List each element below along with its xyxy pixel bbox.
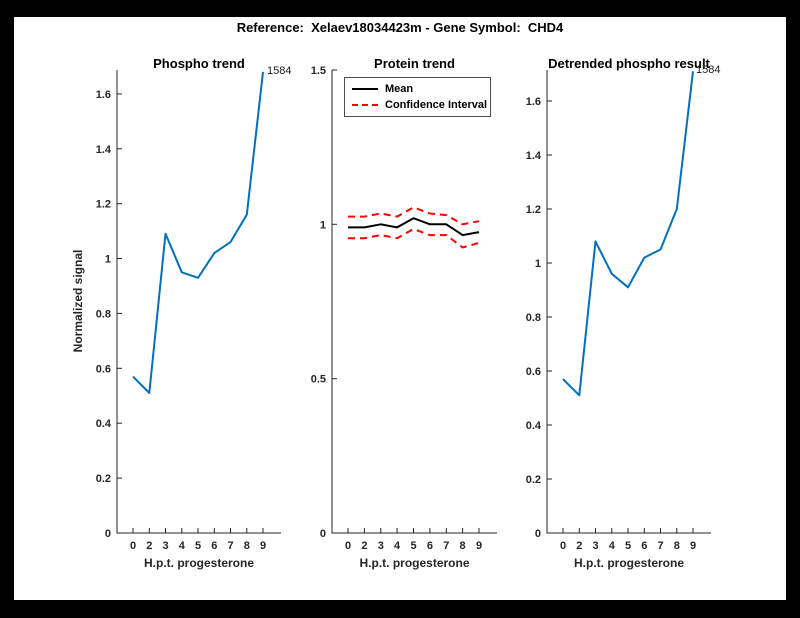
series-ci-upper — [348, 206, 480, 226]
x-tick-label: 8 — [244, 540, 250, 552]
y-tick-label: 0.6 — [96, 363, 111, 375]
legend-label-mean: Mean — [385, 83, 414, 96]
axis-spines — [116, 70, 281, 534]
x-tick-label: 6 — [427, 540, 433, 552]
y-tick-label: 0 — [105, 528, 111, 540]
y-tick-label: 1 — [535, 258, 541, 270]
x-tick-label: 3 — [592, 540, 598, 552]
y-tick-label: 0.4 — [526, 420, 542, 432]
x-axis-label-1: H.p.t. progesterone — [143, 556, 254, 570]
legend-row-confidence-interval: Confidence Interval — [352, 99, 490, 111]
legend-label-confidence-interval: Confidence Interval — [385, 98, 488, 111]
y-tick-label: 0.6 — [526, 366, 541, 378]
x-tick-label: 0 — [345, 540, 351, 552]
x-tick-label: 3 — [162, 540, 168, 552]
x-tick-label: 6 — [211, 540, 217, 552]
y-tick-label: 1.4 — [96, 144, 112, 156]
x-tick-label: 2 — [576, 540, 582, 552]
x-tick-label: 4 — [609, 540, 616, 552]
x-axis-label-3: H.p.t. progesterone — [573, 556, 684, 570]
x-tick-label: 0 — [130, 540, 136, 552]
chart-title-protein-trend: Protein trend — [374, 56, 455, 71]
y-tick-label: 1.2 — [96, 199, 111, 211]
x-tick-label: 8 — [460, 540, 466, 552]
x-tick-label: 4 — [394, 540, 401, 552]
y-tick-label: 0.2 — [526, 474, 541, 486]
x-tick-label: 9 — [260, 540, 266, 552]
mean-line-sample-icon — [352, 88, 378, 91]
figure-suptitle: Reference: Xelaev18034423m - Gene Symbol… — [236, 20, 564, 35]
ci-line-sample-icon — [352, 103, 378, 106]
y-axis-label: Normalized signal — [71, 249, 85, 353]
y-tick-label: 0.5 — [311, 374, 326, 386]
y-tick-label: 1 — [320, 219, 326, 231]
legend-row-mean: Mean — [352, 83, 490, 95]
x-tick-label: 7 — [657, 540, 663, 552]
x-tick-label: 5 — [625, 540, 631, 552]
x-axis-label-2: H.p.t. progesterone — [359, 556, 470, 570]
x-tick-label: 3 — [378, 540, 384, 552]
x-tick-label: 5 — [195, 540, 201, 552]
x-tick-label: 7 — [443, 540, 449, 552]
x-tick-label: 0 — [560, 540, 566, 552]
axis-spines — [546, 70, 711, 534]
y-tick-label: 0.8 — [96, 308, 111, 320]
x-tick-label: 7 — [227, 540, 233, 552]
series-detrended-phospho — [562, 71, 694, 397]
axis-spines — [331, 70, 497, 534]
y-tick-label: 0.2 — [96, 473, 111, 485]
chart-title-detrended-phospho: Detrended phospho result — [548, 56, 710, 71]
x-tick-label: 2 — [146, 540, 152, 552]
series-mean — [348, 217, 480, 237]
legend-box: Mean Confidence Interval — [344, 77, 491, 117]
y-tick-label: 1.2 — [526, 204, 541, 216]
y-tick-label: 1.6 — [526, 96, 541, 108]
y-tick-label: 0 — [535, 528, 541, 540]
y-tick-label: 0 — [320, 528, 326, 540]
chart-title-phospho-trend: Phospho trend — [153, 56, 245, 71]
y-tick-label: 0.4 — [96, 418, 112, 430]
x-tick-label: 8 — [674, 540, 680, 552]
series-phospho-signal — [132, 71, 264, 394]
peak-annotation-phospho: 1584 — [267, 65, 292, 77]
y-tick-label: 1.6 — [96, 89, 111, 101]
peak-annotation-detrended: 1584 — [696, 64, 721, 76]
y-tick-label: 0.8 — [526, 312, 541, 324]
y-tick-label: 1.4 — [526, 150, 542, 162]
x-tick-label: 4 — [179, 540, 186, 552]
y-tick-label: 1 — [105, 254, 111, 266]
y-tick-label: 1.5 — [311, 65, 326, 77]
x-tick-label: 9 — [690, 540, 696, 552]
x-tick-label: 2 — [361, 540, 367, 552]
x-tick-label: 9 — [476, 540, 482, 552]
x-tick-label: 5 — [410, 540, 416, 552]
x-tick-label: 6 — [641, 540, 647, 552]
